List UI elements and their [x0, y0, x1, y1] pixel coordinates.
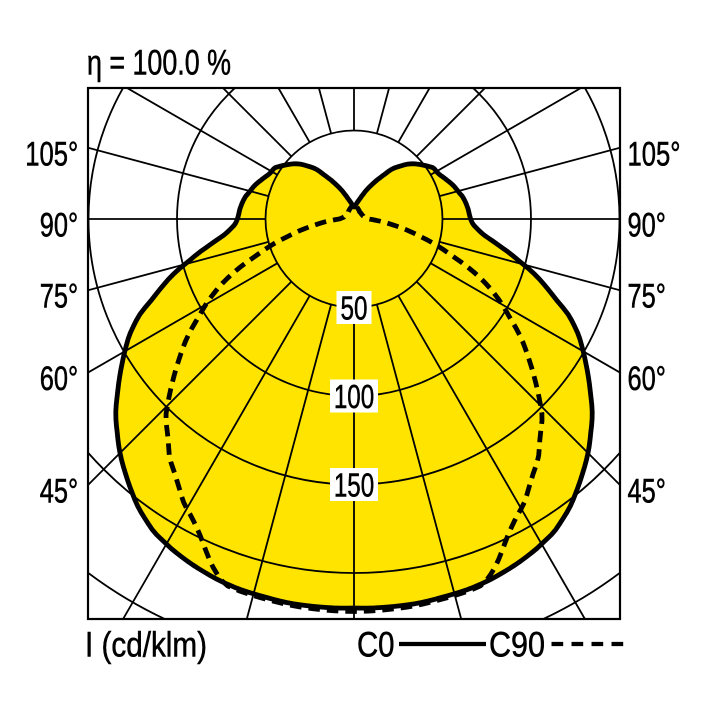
- svg-text:I (cd/klm): I (cd/klm): [85, 626, 207, 665]
- svg-text:60°: 60°: [40, 360, 78, 398]
- svg-text:90°: 90°: [40, 206, 78, 244]
- svg-text:75°: 75°: [628, 278, 666, 316]
- svg-text:60°: 60°: [628, 360, 666, 398]
- svg-text:C0: C0: [357, 626, 395, 665]
- svg-text:45°: 45°: [40, 472, 78, 510]
- svg-text:105°: 105°: [25, 136, 78, 174]
- svg-text:75°: 75°: [40, 278, 78, 316]
- svg-text:150: 150: [334, 466, 374, 503]
- svg-text:45°: 45°: [628, 472, 666, 510]
- svg-text:50: 50: [341, 289, 368, 326]
- svg-text:90°: 90°: [628, 206, 666, 244]
- svg-text:100: 100: [334, 378, 374, 415]
- svg-text:105°: 105°: [628, 136, 681, 174]
- svg-text:C90: C90: [489, 626, 545, 665]
- svg-text:η = 100.0 %: η = 100.0 %: [87, 44, 231, 83]
